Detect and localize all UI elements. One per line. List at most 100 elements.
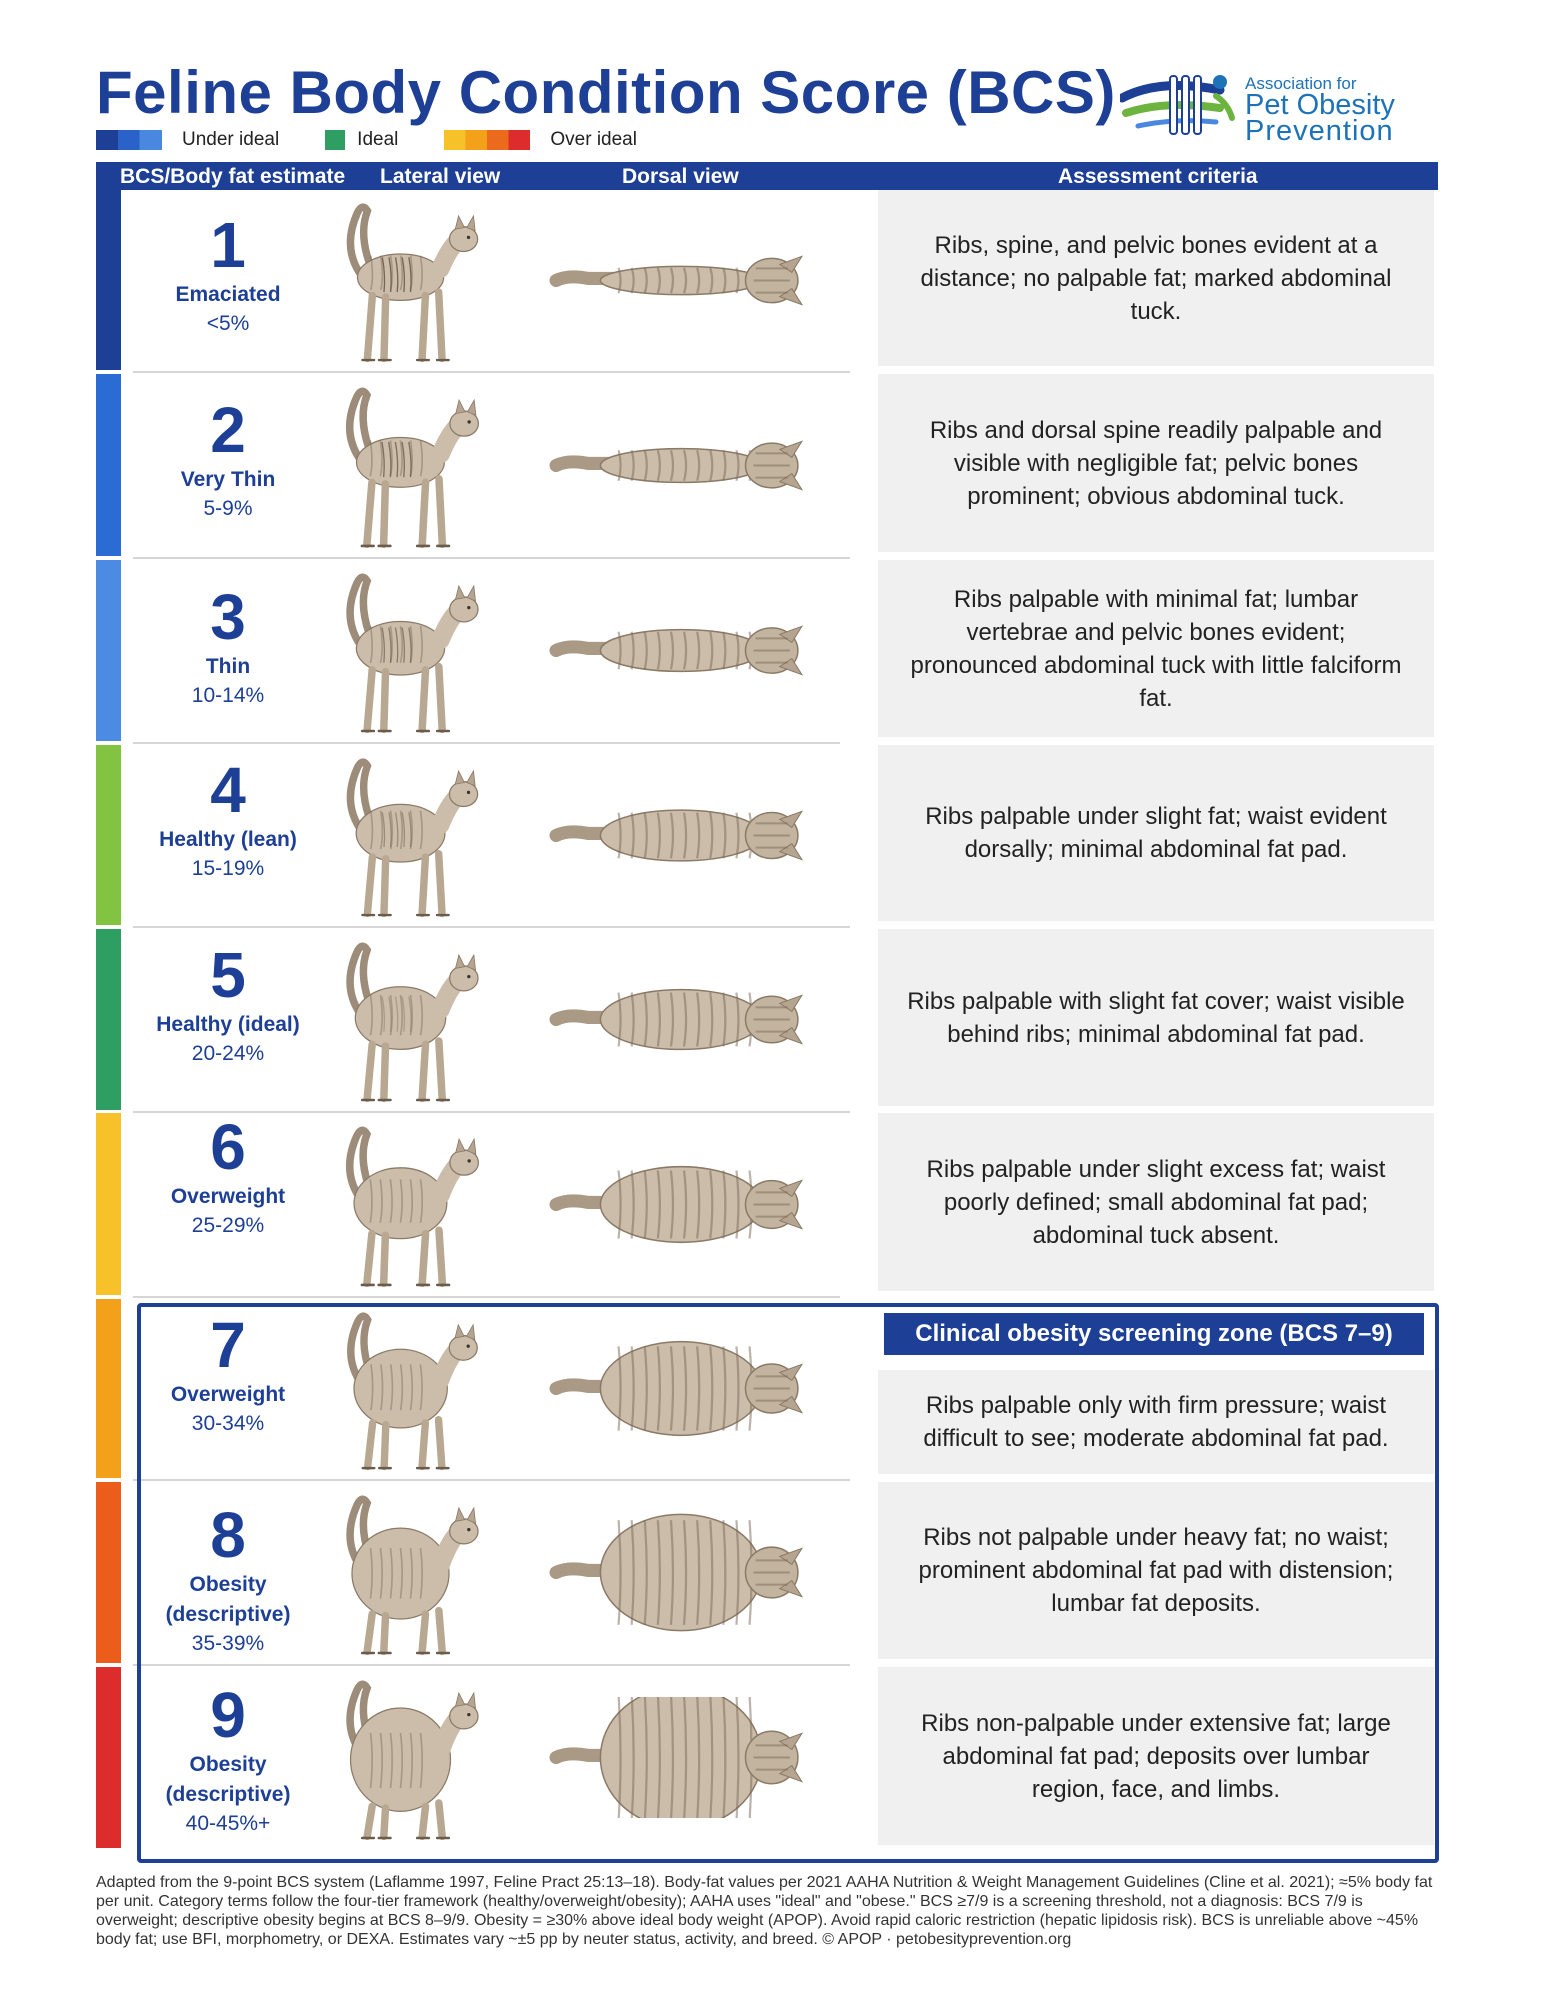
cat-lateral-illustration: [345, 1126, 479, 1288]
row-divider: [133, 371, 850, 373]
cat-dorsal-illustration: [549, 1165, 804, 1243]
legend-under-swatch: [96, 130, 162, 150]
cat-dorsal-illustration: [549, 1340, 804, 1437]
header-dorsal: Dorsal view: [622, 165, 739, 188]
bcs-score-block: 1 Emaciated <5%: [133, 210, 323, 338]
bcs-category-name: Healthy (lean): [159, 828, 297, 851]
assessment-criteria: Ribs and dorsal spine readily palpable a…: [878, 374, 1434, 552]
bcs-score-block: 5 Healthy (ideal) 20-24%: [133, 940, 323, 1068]
body-fat-estimate: 10-14%: [191, 684, 265, 707]
row-divider: [133, 1296, 840, 1298]
cat-lateral-illustration: [346, 1495, 479, 1656]
body-fat-estimate: 25-29%: [191, 1214, 265, 1237]
assessment-criteria: Ribs palpable under slight fat; waist ev…: [878, 745, 1434, 921]
logo-line1: Association for: [1245, 74, 1357, 93]
body-fat-estimate: 15-19%: [191, 857, 265, 880]
bcs-category-name: Emaciated: [175, 283, 281, 306]
bcs-category-qualifier: (descriptive): [165, 1783, 291, 1806]
bcs-score-block: 2 Very Thin 5-9%: [133, 395, 323, 523]
row-divider: [133, 1111, 850, 1113]
logo-line3: Prevention: [1245, 115, 1394, 147]
bcs-color-bar: [96, 1667, 121, 1848]
logo-line2: Pet Obesity: [1245, 89, 1395, 121]
bcs-color-bar: [96, 374, 121, 556]
bcs-score-number: 1: [210, 209, 246, 281]
cat-lateral-illustration: [346, 758, 479, 918]
body-fat-estimate: 30-34%: [191, 1412, 265, 1435]
bcs-score-block: 6 Overweight 25-29%: [133, 1112, 323, 1240]
cat-lateral-illustration: [346, 203, 479, 363]
bcs-score-number: 8: [210, 1499, 246, 1571]
apop-logo-mark: [1117, 75, 1235, 135]
row-divider: [133, 1664, 850, 1666]
page-title: Feline Body Condition Score (BCS): [96, 59, 1116, 126]
bcs-color-bar: [96, 1482, 121, 1663]
body-fat-estimate: 40-45%+: [185, 1812, 271, 1835]
cat-dorsal-illustration: [549, 439, 804, 491]
row-divider: [133, 926, 850, 928]
header-bcs: BCS/Body fat estimate: [120, 165, 346, 188]
cat-lateral-illustration: [346, 573, 479, 734]
bcs-category-name: Overweight: [170, 1185, 286, 1208]
row-divider: [133, 557, 850, 559]
bcs-category-qualifier: (descriptive): [165, 1603, 291, 1626]
cat-dorsal-illustration: [549, 1513, 804, 1632]
assessment-criteria: Ribs, spine, and pelvic bones evident at…: [878, 190, 1434, 366]
apop-logo: Association for Pet Obesity Prevention: [1117, 68, 1420, 148]
bcs-category-name: Very Thin: [180, 468, 276, 491]
bcs-category-name: Obesity: [189, 1753, 267, 1776]
cat-lateral-illustration: [346, 1680, 479, 1841]
bcs-score-number: 9: [210, 1679, 246, 1751]
cat-dorsal-illustration: [549, 625, 804, 676]
assessment-criteria: Ribs palpable under slight excess fat; w…: [878, 1113, 1434, 1291]
bcs-score-block: 4 Healthy (lean) 15-19%: [133, 755, 323, 883]
bcs-color-bar: [96, 162, 121, 370]
bcs-score-number: 2: [210, 394, 246, 466]
table-header: BCS/Body fat estimate Lateral view Dorsa…: [96, 162, 1438, 190]
legend-ideal-label: Ideal: [357, 129, 399, 150]
clinical-zone-box: [137, 1303, 1439, 1863]
clinical-zone-label: Clinical obesity screening zone (BCS 7–9…: [884, 1313, 1424, 1355]
cat-dorsal-illustration: [549, 1697, 804, 1818]
bcs-score-number: 4: [210, 754, 246, 826]
header-criteria: Assessment criteria: [1058, 165, 1258, 188]
row-divider: [133, 742, 840, 744]
bcs-color-bar: [96, 929, 121, 1110]
footnote: Adapted from the 9-point BCS system (Laf…: [96, 1874, 1433, 1948]
assessment-criteria: Ribs non-palpable under extensive fat; l…: [878, 1667, 1434, 1845]
assessment-criteria: Ribs palpable only with firm pressure; w…: [878, 1370, 1434, 1474]
bcs-score-block: 8 Obesity (descriptive) 35-39%: [133, 1500, 323, 1658]
body-fat-estimate: 20-24%: [191, 1042, 265, 1065]
cat-lateral-illustration: [347, 1312, 478, 1471]
body-fat-estimate: <5%: [206, 312, 250, 335]
bcs-score-number: 5: [210, 939, 246, 1011]
legend-over-label: Over ideal: [550, 129, 637, 150]
assessment-criteria: Ribs palpable with slight fat cover; wai…: [878, 929, 1434, 1106]
bcs-score-block: 3 Thin 10-14%: [133, 582, 323, 710]
legend-under-label: Under ideal: [182, 129, 280, 150]
cat-dorsal-illustration: [549, 808, 804, 862]
bcs-score-block: 9 Obesity (descriptive) 40-45%+: [133, 1680, 323, 1838]
body-fat-estimate: 5-9%: [203, 497, 253, 520]
bcs-score-number: 6: [210, 1111, 246, 1183]
cat-lateral-illustration: [346, 942, 479, 1103]
bcs-score-number: 7: [210, 1309, 246, 1381]
bcs-score-block: 7 Overweight 30-34%: [133, 1310, 323, 1438]
bcs-score-number: 3: [210, 581, 246, 653]
legend: Under ideal Ideal Over ideal: [96, 128, 655, 152]
bcs-category-name: Overweight: [170, 1383, 286, 1406]
body-fat-estimate: 35-39%: [191, 1632, 265, 1655]
assessment-criteria: Ribs not palpable under heavy fat; no wa…: [878, 1482, 1434, 1659]
bcs-color-bar: [96, 560, 121, 741]
legend-ideal-swatch: [325, 130, 346, 150]
bcs-color-bar: [96, 1113, 121, 1295]
legend-over-swatch: [444, 130, 531, 150]
bcs-color-bar: [96, 1299, 121, 1478]
assessment-criteria: Ribs palpable with minimal fat; lumbar v…: [878, 560, 1434, 737]
bcs-category-name: Healthy (ideal): [156, 1013, 300, 1036]
header-lateral: Lateral view: [380, 165, 501, 188]
bcs-category-name: Obesity: [189, 1573, 267, 1596]
cat-dorsal-illustration: [549, 254, 804, 306]
bcs-category-name: Thin: [205, 655, 251, 678]
cat-dorsal-illustration: [549, 988, 804, 1051]
